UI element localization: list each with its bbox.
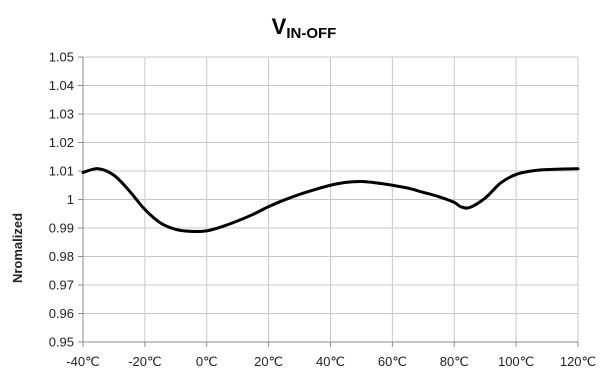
x-axis-tick-labels: -40℃ -20℃ 0℃ 20℃ 40℃ 60℃ 80℃ 100℃ 120℃ — [66, 354, 596, 369]
y-tick-label: 0.95 — [49, 335, 74, 350]
y-tick-label: 1.02 — [49, 135, 74, 150]
y-tick-label: 1.01 — [49, 164, 74, 179]
chart-title-main: V — [272, 14, 287, 39]
axes — [78, 56, 579, 347]
x-tick-label: -20℃ — [128, 354, 161, 369]
series-layer — [81, 167, 580, 234]
x-tick-label: 120℃ — [560, 354, 596, 369]
x-tick-label: 80℃ — [440, 354, 469, 369]
x-tick-label: 20℃ — [254, 354, 283, 369]
chart-title-subscript: IN-OFF — [286, 25, 336, 42]
y-tick-label: 0.97 — [49, 278, 74, 293]
y-tick-label: 1 — [67, 192, 74, 207]
x-tick-label: 60℃ — [378, 354, 407, 369]
x-tick-label: 100℃ — [498, 354, 534, 369]
x-tick-label: -40℃ — [66, 354, 99, 369]
y-axis-title: Nromalized — [10, 213, 25, 283]
y-tick-label: 1.04 — [49, 78, 74, 93]
y-axis-tick-labels: 0.95 0.96 0.97 0.98 0.99 1 1.01 1.02 1.03 1.04 1.0… — [49, 50, 74, 350]
y-tick-label: 0.96 — [49, 306, 74, 321]
x-tick-label: 0℃ — [196, 354, 218, 369]
y-tick-label: 0.99 — [49, 221, 74, 236]
grid — [82, 56, 579, 343]
chart-title: VIN-OFF — [272, 14, 337, 42]
y-tick-label: 0.98 — [49, 249, 74, 264]
x-tick-label: 40℃ — [316, 354, 345, 369]
series-line — [81, 167, 580, 234]
y-tick-label: 1.03 — [49, 107, 74, 122]
y-tick-label: 1.05 — [49, 50, 74, 65]
